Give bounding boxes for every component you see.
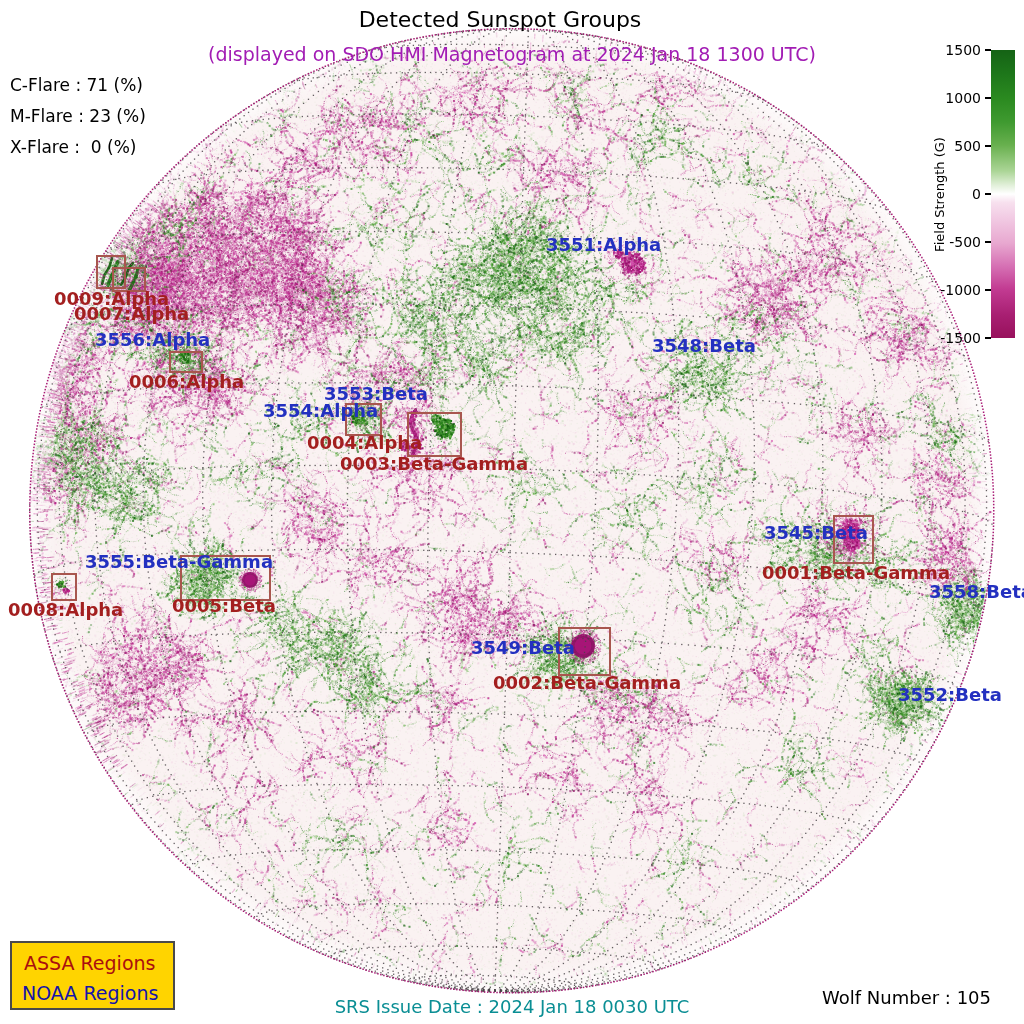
- x-flare-probability: X-Flare : 0 (%): [10, 137, 137, 157]
- colorbar-tick-mark: [985, 49, 991, 51]
- colorbar-tick-mark: [985, 97, 991, 99]
- region-label-3555: 3555:Beta-Gamma: [85, 553, 273, 571]
- region-label-3558: 3558:Beta: [929, 583, 1024, 601]
- colorbar-tick-label: 1000: [931, 90, 981, 106]
- region-label-3548: 3548:Beta: [652, 337, 756, 355]
- region-box: [51, 573, 77, 601]
- colorbar-tick-mark: [985, 337, 991, 339]
- colorbar-tick-label: -1000: [931, 282, 981, 298]
- region-label-3545: 3545:Beta: [764, 524, 868, 542]
- c-flare-probability: C-Flare : 71 (%): [10, 75, 143, 95]
- region-box: [169, 351, 203, 373]
- region-label-0006: 0006:Alpha: [129, 373, 244, 391]
- srs-issue-date: SRS Issue Date : 2024 Jan 18 0030 UTC: [335, 996, 690, 1017]
- colorbar-tick-mark: [985, 193, 991, 195]
- region-label-3556: 3556:Alpha: [95, 331, 210, 349]
- m-flare-probability: M-Flare : 23 (%): [10, 106, 146, 126]
- region-label-0005: 0005:Beta: [172, 597, 276, 615]
- colorbar-tick-label: 1500: [931, 42, 981, 58]
- solar-disk-magnetogram: [0, 0, 1024, 1024]
- region-label-3554: 3554:Alpha: [263, 402, 378, 420]
- colorbar-axis-label: Field Strength (G): [932, 130, 947, 260]
- region-label-0001: 0001:Beta-Gamma: [762, 564, 950, 582]
- region-label-0002: 0002:Beta-Gamma: [493, 674, 681, 692]
- region-label-0004: 0004:Alpha: [307, 434, 422, 452]
- colorbar-tick-mark: [985, 289, 991, 291]
- region-label-3552: 3552:Beta: [898, 686, 1002, 704]
- colorbar-tick-mark: [985, 241, 991, 243]
- region-label-3551: 3551:Alpha: [546, 236, 661, 254]
- region-label-0003: 0003:Beta-Gamma: [340, 455, 528, 473]
- legend-noaa-label: NOAA Regions: [22, 982, 158, 1004]
- region-label-3549: 3549:Beta: [471, 639, 575, 657]
- colorbar-tick-mark: [985, 145, 991, 147]
- colorbar-gradient: [991, 50, 1015, 338]
- region-label-0007: 0007:Alpha: [74, 305, 189, 323]
- page-subtitle: (displayed on SDO HMI Magnetogram at 202…: [208, 43, 816, 65]
- wolf-number: Wolf Number : 105: [822, 987, 991, 1008]
- page-title: Detected Sunspot Groups: [359, 7, 642, 32]
- legend-box: ASSA Regions NOAA Regions: [10, 941, 175, 1010]
- region-label-0008: 0008:Alpha: [8, 601, 123, 619]
- colorbar-tick-label: -1500: [931, 330, 981, 346]
- legend-assa-label: ASSA Regions: [24, 952, 155, 974]
